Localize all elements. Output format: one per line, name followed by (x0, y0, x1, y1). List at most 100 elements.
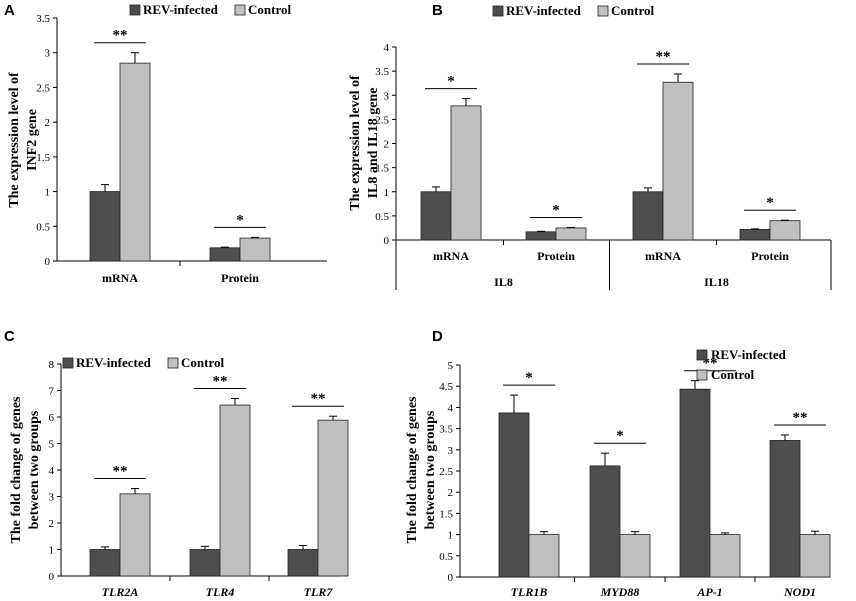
y-axis-label: The fold change of genes between two grou… (9, 396, 42, 544)
y-tick-label: 2 (448, 487, 454, 499)
y-axis-label-line: The expression level of (348, 75, 363, 211)
y-tick-label: 8 (49, 359, 55, 371)
significance-marker: ** (113, 28, 128, 44)
bar-rev-infected (209, 247, 241, 262)
panel-letter: C (4, 328, 15, 345)
bar-rev-infected (679, 388, 711, 578)
bar-rev-infected (769, 440, 801, 578)
significance-marker: * (616, 428, 624, 444)
bar-control (555, 227, 587, 241)
legend: REV-infected Control (62, 355, 224, 370)
x-tick-label: Protein (751, 249, 789, 263)
significance-marker: * (552, 202, 560, 218)
x-tick-label: Protein (537, 249, 575, 263)
y-axis-label: The expression level of IL8 and IL18 gene (348, 75, 381, 211)
y-tick-label: 5 (49, 439, 55, 451)
y-tick-label: 0.5 (36, 221, 50, 233)
y-tick-label: 0 (45, 256, 51, 268)
legend-label: REV-infected (76, 355, 152, 370)
legend-label: Control (611, 3, 654, 18)
panel-letter: B (432, 2, 443, 19)
legend-swatch (597, 5, 609, 17)
y-tick-label: 3 (384, 90, 390, 102)
y-tick-label: 4.5 (439, 381, 453, 393)
significance-marker: ** (113, 464, 128, 480)
y-tick-label: 1.5 (375, 163, 389, 175)
bar-control (239, 237, 271, 262)
legend: REV-infected Control (492, 3, 654, 18)
legend-swatch (696, 349, 708, 361)
legend-swatch (167, 357, 179, 369)
bar-control (709, 534, 741, 578)
panel-letter: D (432, 328, 443, 345)
bar-control (317, 419, 349, 577)
y-tick-label: 2.5 (375, 114, 389, 126)
y-tick-label: 4 (49, 465, 55, 477)
legend: REV-infected Control (129, 2, 291, 17)
y-tick-label: 3.5 (439, 424, 453, 436)
significance-marker: * (766, 195, 774, 211)
legend-swatch (492, 5, 504, 17)
y-axis-label-line: between two groups (423, 410, 438, 529)
y-axis-label-line: INF2 gene (25, 109, 40, 171)
bar-rev-infected (420, 191, 452, 241)
y-axis-label-line: between two groups (27, 410, 42, 529)
legend-swatch (62, 357, 74, 369)
group-label: IL8 (494, 275, 513, 289)
y-axis-label-line: The fold change of genes (405, 396, 420, 544)
y-tick-label: 3 (49, 492, 55, 504)
x-tick-label: Protein (221, 271, 259, 285)
panel-A: A 0 0.5 1 1.5 2 2.5 3 3.5 The expression level of… (4, 2, 327, 285)
x-tick-label: mRNA (433, 249, 469, 263)
y-axis-label: The fold change of genes between two grou… (405, 396, 438, 544)
significance-marker: * (525, 370, 533, 386)
y-tick-label: 2 (45, 117, 51, 129)
legend-label: REV-infected (711, 347, 787, 362)
bar-rev-infected (589, 465, 621, 578)
bar-rev-infected (89, 191, 121, 262)
x-tick-label: TLR7 (304, 585, 334, 599)
bar-control (450, 105, 482, 241)
significance-marker: ** (793, 410, 808, 426)
bar-control (119, 493, 151, 577)
bar-rev-infected (525, 231, 557, 241)
y-tick-label: 0 (49, 571, 55, 583)
y-tick-label: 6 (49, 412, 55, 424)
y-tick-label: 7 (49, 386, 55, 398)
y-tick-label: 3.5 (375, 66, 389, 78)
y-tick-label: 3 (45, 48, 51, 60)
y-tick-label: 3.5 (36, 13, 50, 25)
y-tick-label: 1 (45, 187, 51, 199)
y-axis-label-line: The expression level of (7, 72, 22, 208)
group-label: IL18 (704, 275, 729, 289)
bar-control (219, 404, 251, 577)
y-tick-label: 1.5 (439, 508, 453, 520)
legend-label: REV-infected (506, 3, 582, 18)
x-tick-label: TLR4 (206, 585, 235, 599)
y-tick-label: 5 (448, 360, 454, 372)
legend-swatch (234, 4, 246, 16)
legend-label: Control (711, 367, 754, 382)
x-tick-label: NOD1 (783, 585, 816, 599)
y-tick-label: 4 (384, 42, 390, 54)
y-tick-label: 1 (384, 187, 390, 199)
y-tick-label: 1 (49, 545, 55, 557)
bar-control (619, 534, 651, 578)
bar-rev-infected (632, 191, 664, 241)
y-tick-label: 0 (384, 235, 390, 247)
bar-control (769, 220, 801, 241)
bar-rev-infected (498, 412, 530, 578)
significance-marker: * (447, 74, 455, 90)
x-tick-label: mRNA (645, 249, 681, 263)
y-axis-label-line: IL8 and IL18 gene (366, 88, 381, 199)
bar-rev-infected (89, 549, 121, 577)
bar-rev-infected (739, 228, 771, 241)
y-tick-label: 2.5 (36, 82, 50, 94)
panel-D: D 0 0.5 1 1.5 2 2.5 3 3.5 4 4.5 5 The fold change of… (405, 328, 831, 599)
panel-letter: A (4, 2, 15, 19)
y-tick-label: 2.5 (439, 466, 453, 478)
y-tick-label: 3 (448, 445, 454, 457)
legend-swatch (696, 369, 708, 381)
y-tick-label: 4 (448, 402, 454, 414)
